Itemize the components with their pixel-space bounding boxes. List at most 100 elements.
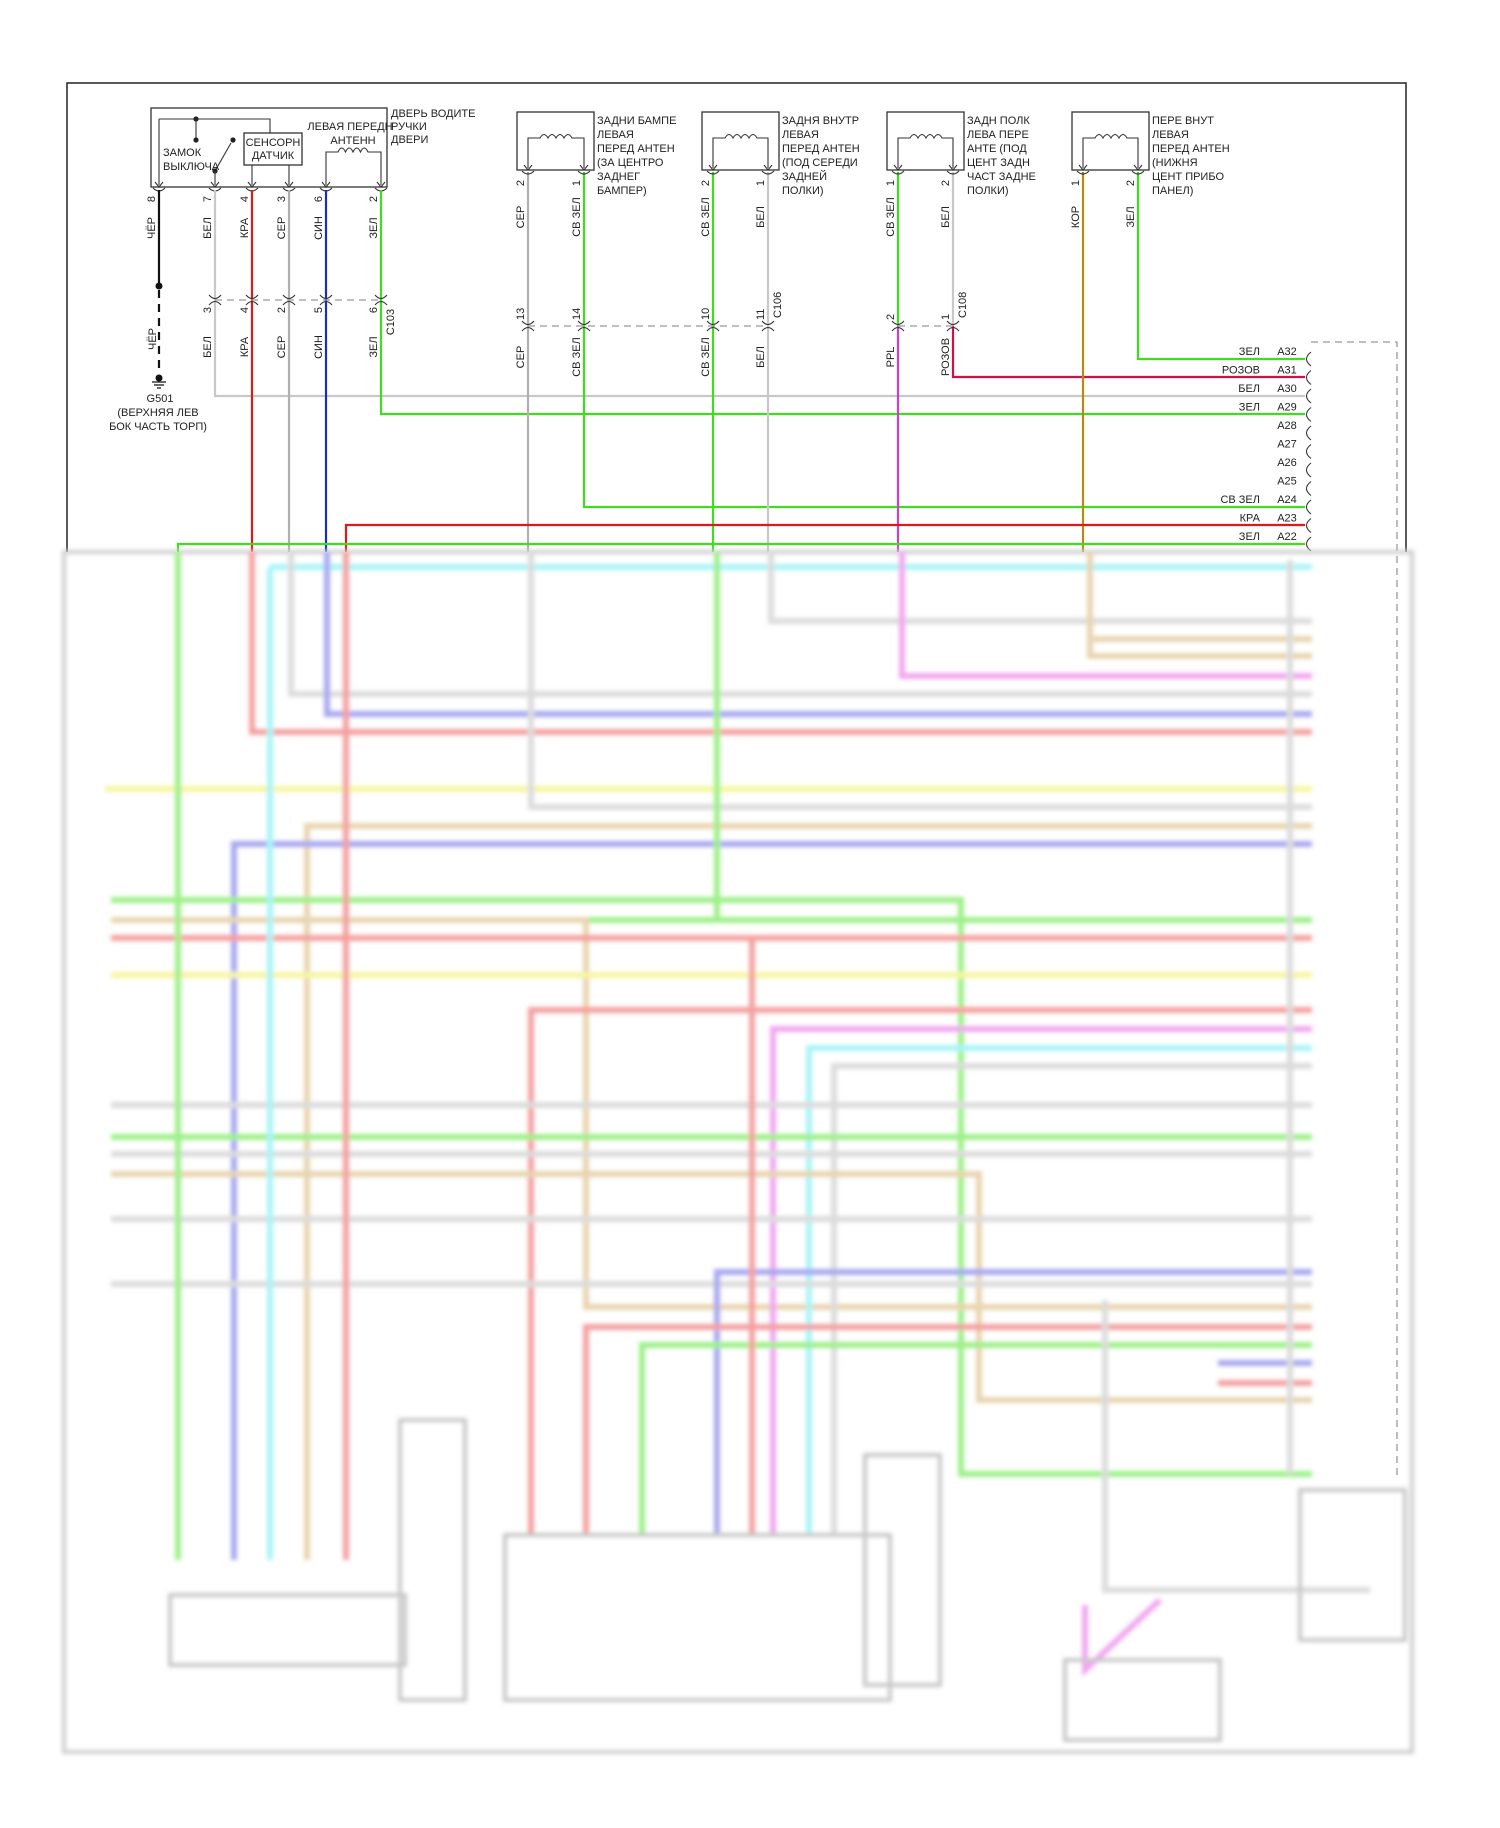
blurred-wire xyxy=(111,917,1312,1310)
wire-color-label: СИН xyxy=(313,216,325,240)
module-outline xyxy=(1311,341,1398,1480)
ground-location: (ВЕРХНЯЯ ЛЕВ xyxy=(117,407,198,419)
antenna-label: ЛЕВАЯ xyxy=(1152,129,1189,141)
antenna-component: ЗАДН ПОЛК ЛЕВА ПЕРЕ АНТЕ (ПОД ЦЕНТ ЗАДН ЧАСТ… xyxy=(885,111,1036,376)
connector-pin-icon xyxy=(706,320,720,332)
module-pin-icon xyxy=(1305,499,1312,515)
wire-color-label: ЗЕЛ xyxy=(1239,402,1260,414)
module-pin-row: A26 xyxy=(1277,457,1312,478)
pin-number: 11 xyxy=(755,309,767,320)
pin-number: 1 xyxy=(1070,180,1082,186)
module-pin-row: A28 xyxy=(1277,420,1312,441)
module-pin-row: ЗЕЛ A22 xyxy=(1239,531,1312,552)
blurred-component xyxy=(1298,1488,1407,1642)
lock-label: ЗАМОК xyxy=(163,147,202,159)
blurred-wire xyxy=(639,1342,1312,1535)
wire-color-label: СЕР xyxy=(276,336,288,359)
blurred-wire xyxy=(324,552,1312,717)
blurred-wire xyxy=(231,841,1312,1560)
antenna-label: ЛЕВА ПЕРЕ xyxy=(967,129,1029,141)
wire-color-label: КРА xyxy=(1240,513,1261,525)
module-pin-row: РОЗОВ A31 xyxy=(1222,365,1312,385)
antenna-box xyxy=(516,111,595,171)
connector-pin-icon xyxy=(319,294,333,306)
module-pin-icon xyxy=(1305,536,1312,552)
wire-color-label: СЕР xyxy=(515,346,527,369)
antenna-label: ПАНЕЛ) xyxy=(1152,185,1193,197)
connector-pin-icon xyxy=(374,294,388,306)
lock-internal-wire xyxy=(159,118,271,133)
blurred-component xyxy=(398,1418,467,1702)
pin-number: 3 xyxy=(202,307,214,313)
blurred-wire xyxy=(770,1026,1312,1535)
connector-pin-icon xyxy=(891,320,905,332)
module-pin-label: A24 xyxy=(1277,494,1297,506)
antenna-label: (ЗА ЦЕНТРО xyxy=(597,157,664,169)
connector-pin-icon xyxy=(946,320,960,332)
pin-number: 8 xyxy=(146,196,158,202)
antenna-component: ПЕРЕ ВНУТ ЛЕВАЯ ПЕРЕД АНТЕН (НИЖНЯ ЦЕНТ ПРИБ… xyxy=(1070,111,1230,228)
sensor-label: ДАТЧИК xyxy=(252,150,295,162)
module-pin-icon xyxy=(1305,481,1312,496)
pin-terminal-icon xyxy=(891,170,905,175)
wire-color-label: БЕЛ xyxy=(755,206,767,228)
pin-number: 4 xyxy=(239,307,251,313)
module-pin-label: A25 xyxy=(1277,476,1297,488)
antenna-coil-icon xyxy=(325,147,382,185)
pin-arrow-icon xyxy=(154,181,164,188)
wire-color-label: СВ ЗЕЛ xyxy=(571,337,583,377)
module-pin-label: A30 xyxy=(1277,383,1297,395)
pin-number: 7 xyxy=(202,196,214,202)
wire-color-label: РОЗОВ xyxy=(940,338,952,376)
antenna-label: ЧАСТ ЗАДНЕ xyxy=(967,171,1036,183)
wire-color-label: КРА xyxy=(239,217,251,238)
antennas: ЗАДНИ БАМПЕ ЛЕВАЯ ПЕРЕД АНТЕН (ЗА ЦЕНТРО ЗАД… xyxy=(515,111,1230,377)
pin-number: 2 xyxy=(1125,180,1137,186)
wire-color-label: РОЗОВ xyxy=(1222,365,1260,377)
wire-color-label: PPL xyxy=(885,347,897,368)
module-pin-row: БЕЛ A30 xyxy=(1238,383,1312,404)
pin-terminal-icon xyxy=(946,170,960,175)
connector-name: C103 xyxy=(385,309,397,335)
pin-arrow-icon xyxy=(1133,164,1143,171)
wire-color-label: СВ ЗЕЛ xyxy=(1220,494,1260,506)
module-pin-label: A27 xyxy=(1277,439,1297,451)
pin-number: 6 xyxy=(368,307,380,313)
antenna-label: (НИЖНЯ xyxy=(1152,157,1198,169)
lock-label: ВЫКЛЮЧА xyxy=(163,161,220,173)
blurred-wire xyxy=(831,1063,1312,1535)
antenna-label: ЗАДНЯ ВНУТР xyxy=(782,115,859,127)
antenna-box xyxy=(886,111,965,171)
door-handle-title: ДВЕРИ xyxy=(391,134,428,146)
pin-terminal-icon xyxy=(1076,170,1090,175)
blurred-wire xyxy=(288,552,1312,697)
antenna-label: ПЕРЕД АНТЕН xyxy=(597,143,675,155)
wire-color-label: СИН xyxy=(313,335,325,359)
white-wire-a30 xyxy=(213,190,1305,398)
door-antenna-label: АНТЕНН xyxy=(330,135,375,147)
pin-arrow-icon xyxy=(523,164,533,171)
module-pin-label: A28 xyxy=(1277,420,1297,432)
wire-color-label: БЕЛ xyxy=(755,346,767,368)
wire-color-label: СВ ЗЕЛ xyxy=(571,197,583,237)
module-pin-row: A25 xyxy=(1277,476,1312,496)
green-wire-a22 xyxy=(176,542,1305,552)
antenna-label: ЛЕВАЯ xyxy=(782,129,819,141)
module-pin-icon xyxy=(1305,351,1312,367)
door-handle-title: РУЧКИ xyxy=(391,121,427,133)
wire-color-label: СВ ЗЕЛ xyxy=(885,197,897,237)
module-pin-label: A31 xyxy=(1277,365,1297,377)
wire-color-label: ЗЕЛ xyxy=(1239,531,1260,543)
blurred-wire xyxy=(1087,552,1312,659)
blurred-wire xyxy=(111,897,1312,1477)
antenna-label: (ПОД СЕРЕДИ xyxy=(782,157,858,169)
pin-number: 13 xyxy=(515,308,527,320)
module-pin-row: КРА A23 xyxy=(1240,513,1312,533)
blurred-component xyxy=(863,1453,942,1687)
antenna-label: ЗАДНЕГ xyxy=(597,171,640,183)
connector-c103: 3 БЕЛ 4 КРА 2 СЕР 5 СИН 6 ЗЕЛ C103 xyxy=(202,294,397,359)
module-pin-label: A32 xyxy=(1277,346,1297,358)
antenna-label: ПОЛКИ) xyxy=(967,185,1009,197)
wire-color-label: СВ ЗЕЛ xyxy=(700,197,712,237)
blurred-wire xyxy=(899,552,1312,679)
